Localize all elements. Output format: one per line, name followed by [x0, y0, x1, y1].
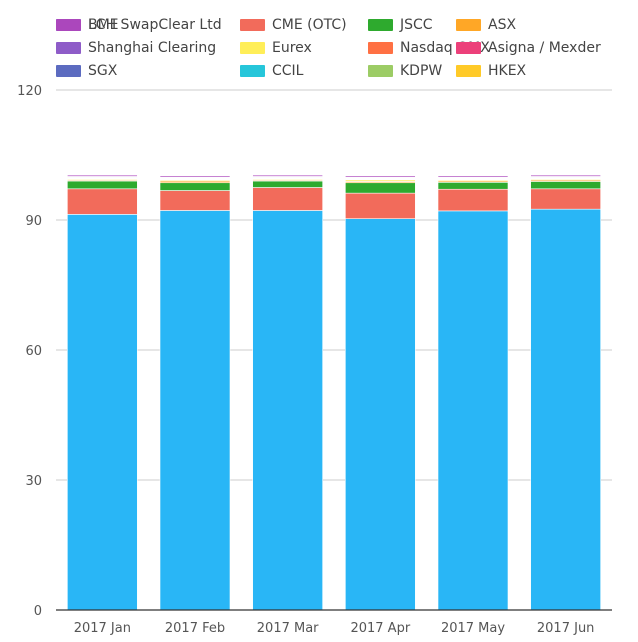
bar-segment [530, 188, 601, 210]
bar-segment [530, 208, 601, 611]
legend-item[interactable]: Shanghai Clearing [56, 39, 216, 57]
legend-swatch [456, 65, 481, 77]
bar-segment [159, 175, 231, 178]
legend-label: SGX [88, 63, 118, 79]
legend-item[interactable]: CCIL [240, 62, 303, 80]
legend-item[interactable]: Asigna / Mexder [456, 39, 601, 57]
x-tick-label: 2017 Jun [537, 621, 595, 636]
bar-segment [530, 174, 601, 177]
legend-item[interactable]: KDPW [368, 62, 442, 80]
legend-swatch [368, 19, 393, 31]
legend-swatch [240, 19, 265, 31]
bar-segment [345, 218, 416, 611]
bar-segment [252, 174, 323, 177]
legend-swatch [56, 65, 81, 77]
y-tick-label: 0 [34, 604, 42, 619]
x-tick-label: 2017 Apr [350, 621, 410, 636]
legend-label: CME (OTC) [272, 17, 347, 33]
y-tick-label: 60 [25, 344, 42, 359]
legend-swatch [368, 42, 393, 54]
legend-item[interactable]: BME [56, 16, 119, 34]
bar-segment [437, 210, 509, 611]
bar-segment [159, 210, 231, 611]
legend-label: Eurex [272, 40, 312, 56]
y-tick-label: 90 [25, 214, 42, 229]
bar-segment [67, 214, 138, 611]
bar-segment [437, 182, 509, 190]
bar-segment [437, 175, 509, 178]
bar-segment [252, 187, 323, 211]
legend-item[interactable]: CME (OTC) [240, 16, 347, 34]
legend-swatch [56, 19, 81, 31]
legend-label: Shanghai Clearing [88, 40, 217, 56]
bar-segment [67, 188, 138, 215]
bar-segment [345, 192, 416, 219]
bar-segment [437, 188, 509, 212]
legend-item[interactable]: Eurex [240, 39, 312, 57]
legend-item[interactable]: JSCC [368, 16, 433, 34]
legend-item[interactable]: SGX [56, 62, 117, 80]
legend-item[interactable]: ASX [456, 16, 516, 34]
x-tick-label: 2017 Jan [74, 621, 131, 636]
legend-label: Asigna / Mexder [488, 40, 601, 56]
bar-segment [252, 180, 323, 188]
bar-segment [67, 174, 138, 177]
y-tick-label: 30 [25, 474, 42, 489]
legend-label: ASX [488, 17, 517, 33]
legend-label: KDPW [400, 63, 443, 79]
legend-swatch [240, 42, 265, 54]
y-tick-label: 120 [17, 84, 42, 99]
legend-label: JSCC [400, 17, 433, 33]
bar-segment [159, 190, 231, 211]
legend-label: HKEX [488, 63, 527, 79]
bar-segment [159, 182, 231, 191]
bar-segment [530, 181, 601, 190]
legend-swatch [56, 42, 81, 54]
legend-item[interactable]: HKEX [456, 62, 526, 80]
bar-segment [345, 182, 416, 194]
legend-swatch [368, 65, 393, 77]
bar-segment [252, 210, 323, 611]
legend-label: CCIL [272, 63, 304, 79]
legend-swatch [456, 19, 481, 31]
bar-segment [67, 180, 138, 190]
x-tick-label: 2017 Mar [257, 621, 319, 636]
legend-swatch [240, 65, 265, 77]
legend-label: LCH SwapClear Ltd [88, 17, 222, 33]
bar-segment [345, 175, 416, 178]
x-tick-label: 2017 May [441, 621, 505, 636]
legend-label: BME [88, 17, 119, 33]
legend-swatch [456, 42, 481, 54]
x-tick-label: 2017 Feb [165, 621, 225, 636]
